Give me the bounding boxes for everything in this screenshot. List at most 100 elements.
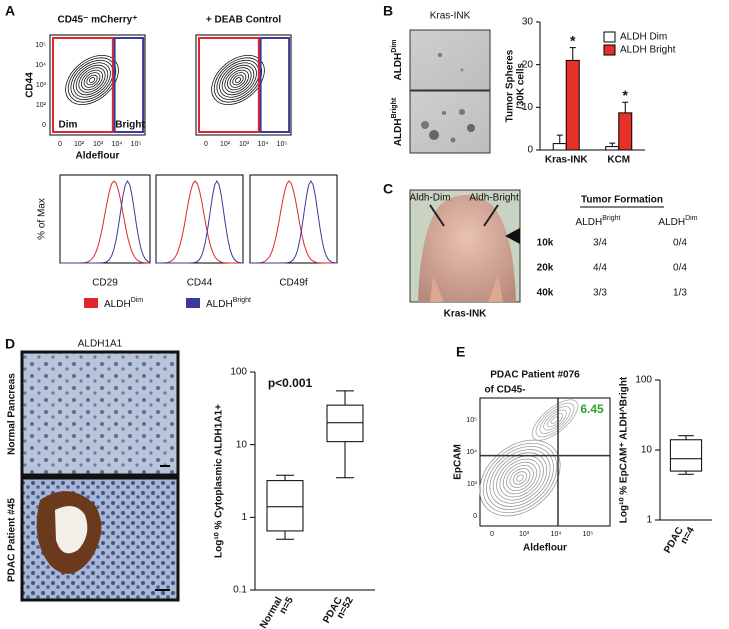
y-label: % of Max (37, 198, 48, 240)
y-tick-label: 0 (42, 122, 46, 129)
box (669, 439, 703, 472)
image-title: ALDH1A1 (78, 339, 123, 350)
error-bar (609, 142, 616, 147)
contour (88, 77, 96, 83)
y-tick-label: 20 (522, 59, 534, 70)
y-tick-label: 1 (646, 515, 652, 526)
table-cell: 0/4 (673, 263, 687, 274)
photo-label: Aldh-Bright (469, 193, 519, 204)
histogram-frame (59, 174, 151, 264)
contour (499, 458, 541, 498)
x-tick-label: 10⁵ (131, 141, 142, 148)
contour (479, 439, 561, 517)
histogram-dim (250, 180, 337, 264)
table-cell: 3/3 (593, 288, 607, 299)
y-label: Log¹⁰ % Cytoplasmic ALDH1A1+ (214, 404, 225, 558)
annotation: * (623, 87, 629, 103)
label-text: ALDH (104, 299, 131, 310)
x-tick-label: 10⁴ (551, 531, 562, 538)
gate-bright (113, 37, 145, 133)
label-sup: Dim (391, 39, 398, 52)
y-tick-label: 10 (641, 445, 653, 456)
table-header: ALDHDim (658, 215, 697, 228)
x-tick-label: 0 (490, 531, 494, 538)
x-tick-label: 10⁵ (277, 141, 288, 148)
y-tick-label: 1 (241, 512, 247, 523)
panel-label: D (5, 336, 15, 352)
x-tick-label: 10³ (93, 141, 104, 148)
sphere-images (409, 29, 491, 154)
contour (216, 59, 260, 101)
legend-label: ALDH Bright (620, 45, 676, 56)
error-bar (556, 134, 563, 144)
y-label: Log¹⁰ % EpCAM⁺ ALDH^Bright (619, 376, 630, 523)
contour (224, 67, 252, 93)
label-text: ALDH (393, 118, 404, 146)
image-title: Kras-INK (430, 11, 471, 22)
annotation: * (570, 32, 576, 48)
bar (618, 112, 633, 151)
x-tick-label: n=5 (278, 595, 297, 616)
bar (552, 143, 567, 151)
contour (509, 468, 531, 488)
x-tick-label: n=4 (679, 525, 698, 546)
row-label: ALDHDim (391, 39, 404, 80)
y-tick-label: 0 (527, 145, 533, 156)
histogram-bright (156, 179, 244, 264)
contour (73, 62, 111, 98)
bar (605, 146, 620, 151)
contour (496, 455, 544, 501)
x-tick-label: 10⁴ (258, 141, 269, 148)
label-text: ALDH (658, 217, 685, 228)
y-tick-label: 10³ (467, 481, 478, 488)
gate-label: Dim (59, 120, 78, 131)
contour (78, 67, 106, 93)
x-tick-label: 10³ (239, 141, 250, 148)
table-cell: 0/4 (673, 238, 687, 249)
contour (70, 59, 114, 101)
legend-swatch (84, 298, 98, 308)
mouse-photo (409, 189, 521, 303)
gate-bright (259, 37, 291, 133)
table-title: Tumor Formation (581, 195, 663, 206)
x-label: Aldeflour (76, 151, 120, 162)
label-text: ALDH (393, 53, 404, 81)
plot-title: CD45⁻ mCherry⁺ (57, 15, 137, 26)
y-label: Tumor Spheres (505, 49, 516, 122)
x-tick-label: 10⁵ (583, 531, 594, 538)
contour (506, 464, 534, 492)
box (266, 480, 304, 532)
contour (83, 72, 101, 88)
y-label: /30K cells (516, 62, 527, 109)
plot-title: + DEAB Control (206, 15, 282, 26)
y-tick-label: 10⁴ (35, 62, 46, 69)
table-cell: 40k (537, 288, 554, 299)
table-cell: 1/3 (673, 288, 687, 299)
annotation: p<0.001 (268, 376, 313, 390)
histogram-dim (156, 180, 243, 264)
x-label: CD49f (279, 278, 308, 289)
y-label: EpCAM (453, 444, 464, 480)
contour (516, 474, 524, 482)
contour (502, 461, 538, 495)
photo-label: Aldh-Dim (409, 193, 450, 204)
legend-label: ALDHBright (206, 297, 251, 310)
photo-caption: Kras-INK (444, 309, 488, 320)
x-tick-label: 10² (220, 141, 231, 148)
y-tick-label: 10⁴ (466, 449, 477, 456)
tissue-images (20, 350, 180, 602)
y-tick-label: 10⁵ (466, 417, 477, 424)
box (326, 404, 364, 443)
y-tick-label: 0 (473, 513, 477, 520)
contour (227, 69, 249, 91)
y-tick-label: 0.1 (233, 585, 247, 596)
label-text: ALDH (206, 299, 233, 310)
x-tick-label: 10⁴ (112, 141, 123, 148)
histogram-bright (60, 179, 151, 264)
label-sup: Bright (391, 97, 398, 118)
error-bar (569, 47, 576, 61)
x-tick-label: 0 (204, 141, 208, 148)
y-tick-label: 30 (522, 17, 534, 28)
x-tick-label: 10³ (519, 531, 530, 538)
